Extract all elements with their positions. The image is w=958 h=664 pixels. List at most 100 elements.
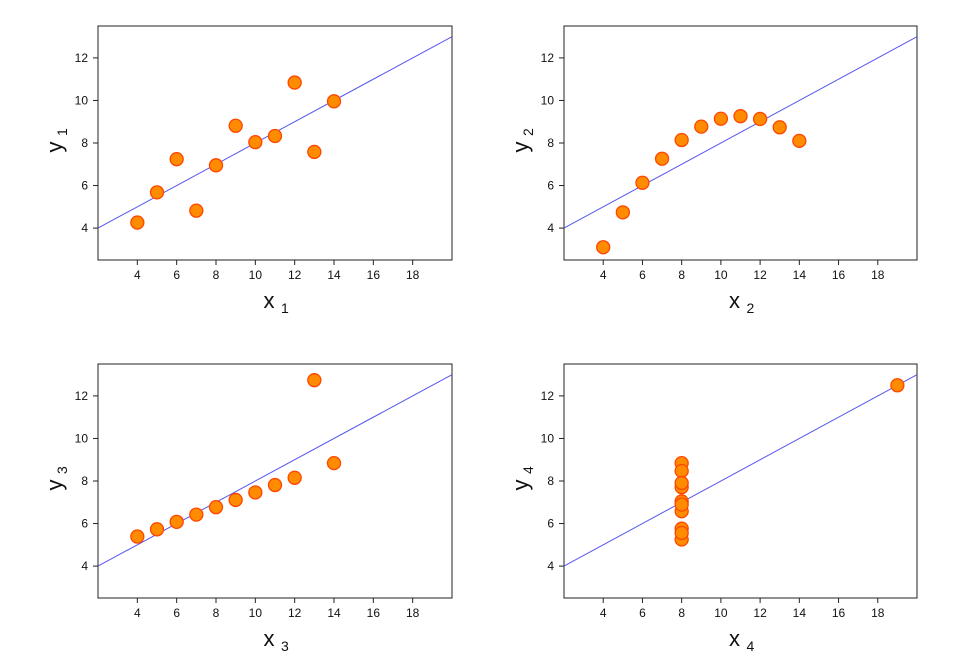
data-point — [169, 514, 184, 529]
y-axis-label: y — [42, 480, 67, 491]
x-tick-label: 12 — [288, 268, 302, 282]
x-tick-label: 14 — [793, 268, 807, 282]
x-axis-label-subscript: 3 — [281, 638, 289, 654]
x-tick-label: 6 — [639, 268, 646, 282]
data-point — [208, 158, 224, 173]
regression-line — [564, 36, 917, 229]
x-axis-label-subscript: 4 — [747, 638, 755, 654]
data-point — [674, 132, 689, 148]
y-tick-label: 4 — [547, 221, 554, 235]
y-axis-label: y — [508, 142, 533, 153]
data-point — [674, 525, 689, 541]
y-tick-label: 4 — [81, 559, 88, 573]
y-tick-label: 6 — [81, 179, 88, 193]
x-tick-label: 4 — [600, 606, 607, 620]
data-point — [674, 475, 689, 491]
data-point — [674, 463, 689, 479]
data-point — [267, 477, 283, 493]
x-tick-label: 8 — [213, 606, 220, 620]
x-tick-label: 14 — [327, 606, 341, 620]
x-tick-label: 16 — [367, 268, 381, 282]
data-point — [596, 240, 611, 255]
y-tick-label: 6 — [547, 517, 554, 531]
x-tick-label: 14 — [327, 268, 341, 282]
x-tick-label: 16 — [832, 606, 846, 620]
x-tick-label: 18 — [871, 606, 885, 620]
y-axis-label: y — [508, 480, 533, 491]
data-point — [169, 152, 184, 167]
data-point — [615, 205, 630, 220]
data-point — [326, 455, 342, 471]
x-tick-label: 4 — [134, 268, 141, 282]
y-tick-label: 12 — [541, 51, 555, 65]
y-tick-label: 10 — [541, 93, 555, 107]
y-tick-label: 6 — [81, 517, 88, 531]
data-point — [733, 109, 748, 124]
data-point — [248, 485, 263, 500]
y-tick-label: 8 — [81, 136, 88, 150]
y-tick-label: 12 — [541, 389, 555, 403]
y-tick-label: 10 — [75, 431, 89, 445]
x-tick-label: 6 — [173, 268, 180, 282]
data-point — [635, 175, 650, 190]
data-point — [189, 507, 204, 522]
x-axis-label: x — [264, 626, 275, 651]
data-point — [713, 111, 729, 126]
x-tick-label: 16 — [367, 606, 381, 620]
y-axis-label-subscript: 2 — [520, 128, 536, 136]
y-tick-label: 8 — [547, 474, 554, 488]
data-point — [267, 128, 283, 144]
y-tick-label: 12 — [75, 51, 89, 65]
y-axis-label-subscript: 4 — [520, 466, 536, 474]
data-point — [890, 378, 905, 393]
y-axis-label-subscript: 3 — [54, 466, 70, 474]
x-tick-label: 12 — [753, 606, 767, 620]
x-tick-label: 10 — [714, 268, 728, 282]
x-tick-label: 10 — [714, 606, 728, 620]
y-tick-label: 4 — [81, 221, 88, 235]
data-point — [772, 120, 787, 135]
y-tick-label: 8 — [81, 474, 88, 488]
y-tick-label: 4 — [547, 559, 554, 573]
x-tick-label: 18 — [871, 268, 885, 282]
data-point — [130, 529, 145, 544]
data-point — [326, 94, 342, 109]
data-point — [228, 492, 243, 508]
data-point — [307, 373, 322, 388]
y-axis-label: y — [42, 142, 67, 153]
x-tick-label: 4 — [134, 606, 141, 620]
data-point — [287, 75, 302, 90]
x-tick-label: 8 — [678, 606, 685, 620]
x-tick-label: 8 — [678, 268, 685, 282]
x-tick-label: 6 — [173, 606, 180, 620]
x-tick-label: 16 — [832, 268, 846, 282]
y-tick-label: 12 — [75, 389, 89, 403]
y-tick-label: 10 — [75, 93, 89, 107]
data-point — [694, 119, 709, 134]
data-point — [130, 215, 145, 230]
data-point — [149, 522, 165, 537]
y-axis-label-subscript: 1 — [54, 128, 70, 136]
x-tick-label: 18 — [406, 606, 420, 620]
data-point — [287, 470, 302, 485]
data-point — [674, 497, 689, 512]
x-axis-label: x — [729, 626, 740, 651]
y-tick-label: 8 — [547, 136, 554, 150]
data-point — [307, 144, 322, 160]
data-point — [189, 203, 204, 218]
x-axis-label: x — [729, 288, 740, 313]
y-axis-label-group: y2 — [508, 128, 536, 153]
x-tick-label: 18 — [406, 268, 420, 282]
data-point — [752, 111, 768, 127]
data-point — [149, 185, 165, 200]
x-tick-label: 12 — [288, 606, 302, 620]
data-point — [248, 134, 263, 150]
x-axis-label-subscript: 1 — [281, 300, 289, 316]
data-point — [208, 500, 224, 515]
data-point — [792, 133, 807, 149]
x-tick-label: 12 — [753, 268, 767, 282]
